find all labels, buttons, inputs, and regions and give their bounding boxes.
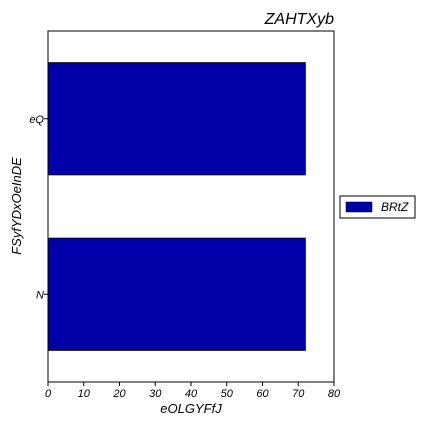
y-tick-label: eQ [29,114,44,126]
x-tick-label: 10 [78,388,91,400]
x-tick-label: 40 [185,388,198,400]
x-axis-label: eOLGYFfJ [160,401,222,416]
chart-title: ZAHTXyb [264,11,334,28]
x-tick-label: 60 [256,388,269,400]
y-axis: eQ N [29,114,48,301]
x-axis: 0 10 20 30 40 50 60 70 80 [45,382,341,400]
bar-n [47,237,306,351]
x-tick-label: 80 [328,388,341,400]
x-tick-label: 50 [221,388,234,400]
legend-label: BRtZ [381,200,409,214]
x-tick-label: 30 [149,388,162,400]
bar-eq [47,62,306,176]
y-tick-label: N [36,289,44,301]
legend-swatch [345,201,373,213]
legend-box [339,195,416,219]
x-tick-label: 70 [292,388,305,400]
legend: BRtZ [339,195,416,219]
x-tick-label: 20 [112,388,126,400]
y-axis-label: FSyfYDxOeInDE [9,157,24,255]
x-tick-label: 0 [45,388,52,400]
bars-layer [47,62,306,351]
